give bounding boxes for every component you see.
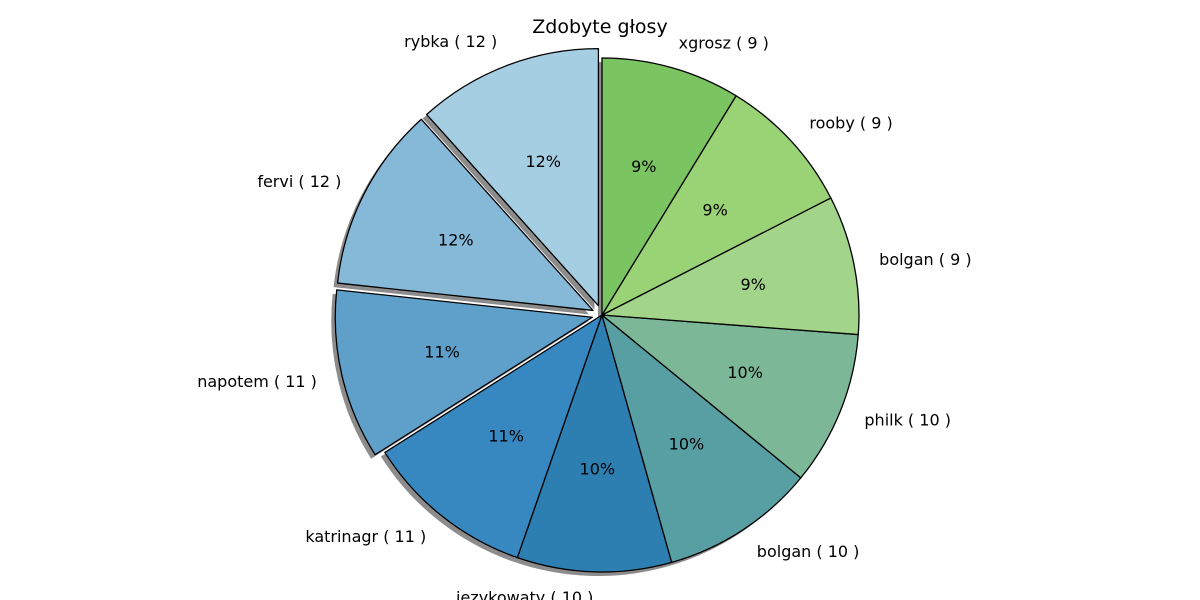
slice-label: xgrosz ( 9 ) bbox=[679, 33, 769, 52]
pie-slices bbox=[334, 48, 860, 573]
slice-label: katrinagr ( 11 ) bbox=[305, 527, 426, 546]
slice-percent-label: 12% bbox=[438, 231, 474, 250]
pie-slice bbox=[601, 57, 737, 316]
slice-label: bolgan ( 10 ) bbox=[757, 542, 860, 561]
pie-slice bbox=[601, 95, 832, 316]
slice-label: philk ( 10 ) bbox=[864, 411, 951, 430]
slice-label: bolgan ( 9 ) bbox=[879, 250, 971, 269]
pie-slice bbox=[384, 314, 603, 559]
pie-slice bbox=[425, 48, 600, 307]
slice-percent-label: 9% bbox=[702, 201, 727, 220]
pie-slice bbox=[601, 314, 859, 479]
pie-slice bbox=[601, 314, 802, 564]
slice-labels: rybka ( 12 ) fervi ( 12 ) napotem ( 11 ) ka… bbox=[197, 32, 971, 600]
slice-label: jezykowaty ( 10 ) bbox=[455, 588, 593, 600]
pie-slice bbox=[601, 197, 860, 336]
percent-labels: 12% 12% 11% 11% 10% 10% 10% 9% 9% 9% bbox=[424, 152, 766, 478]
pie-slice bbox=[334, 289, 593, 456]
pie-slice bbox=[516, 314, 673, 573]
slice-percent-label: 11% bbox=[488, 426, 524, 445]
slice-percent-label: 11% bbox=[424, 343, 460, 362]
slice-percent-label: 12% bbox=[525, 152, 561, 171]
slice-label: rybka ( 12 ) bbox=[404, 32, 497, 51]
slice-label: fervi ( 12 ) bbox=[257, 172, 341, 191]
slice-label: napotem ( 11 ) bbox=[197, 372, 317, 391]
slice-percent-label: 9% bbox=[740, 275, 765, 294]
slice-percent-label: 10% bbox=[669, 435, 705, 454]
slice-percent-label: 10% bbox=[580, 460, 616, 479]
pie-slice bbox=[336, 118, 594, 312]
slice-label: rooby ( 9 ) bbox=[809, 113, 892, 132]
slice-percent-label: 9% bbox=[631, 157, 656, 176]
chart-title: Zdobyte głosy bbox=[532, 16, 667, 38]
slice-percent-label: 10% bbox=[727, 363, 763, 382]
